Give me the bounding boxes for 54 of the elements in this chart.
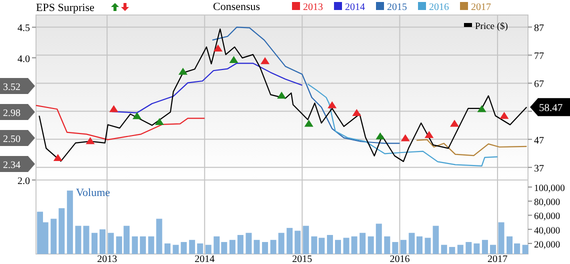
y2-tick-label: 67: [534, 79, 544, 90]
y-tick-label: 40,000: [534, 226, 560, 236]
point: [86, 137, 95, 144]
y-tick-label: 80,000: [534, 198, 560, 208]
x-tick-label: 2013: [97, 254, 118, 264]
text: 2.98: [3, 108, 20, 119]
text: 2.50: [3, 134, 20, 145]
y-tick-label: 2.0: [18, 176, 30, 187]
line-series: [307, 84, 498, 166]
legend-label: 2013: [303, 2, 323, 13]
point: [400, 134, 410, 142]
y-tick-label: 4.5: [18, 23, 30, 34]
point: [229, 56, 238, 64]
legend-label: Price ($): [475, 22, 508, 32]
legend-label: 2016: [429, 2, 449, 13]
point: [109, 105, 118, 112]
x-tick-label: 2016: [390, 254, 410, 264]
point: [500, 112, 509, 119]
x-tick-label: 2014: [194, 254, 215, 264]
point: [424, 130, 434, 138]
point: [304, 120, 314, 127]
line-series: [212, 26, 400, 144]
text: 3.52: [3, 82, 20, 93]
y2-tick-label: 37: [534, 163, 544, 174]
line-series: [416, 139, 528, 156]
point: [277, 92, 286, 99]
legend-label: 2014: [345, 2, 365, 13]
legend-label: 2017: [471, 2, 491, 13]
y-tick-label: 4.0: [18, 54, 30, 65]
text: 2.34: [3, 160, 20, 171]
legend-label: 2015: [387, 2, 407, 13]
y-tick-label: 20,000: [534, 240, 560, 250]
y-tick-label: 100,000: [534, 184, 566, 194]
point: [477, 105, 486, 112]
point: [178, 68, 188, 75]
point: [213, 44, 222, 52]
data-label: 58.47: [539, 103, 563, 114]
y-axis-title: Volume: [76, 187, 110, 199]
point: [53, 154, 62, 161]
point: [450, 120, 460, 127]
point: [376, 132, 385, 140]
point: [352, 109, 362, 116]
point: [260, 57, 270, 64]
y-tick-label: 60,000: [534, 212, 560, 222]
y2-tick-label: 47: [534, 135, 544, 146]
legend-title: Consensus: [213, 1, 260, 13]
point: [154, 118, 164, 126]
point: [132, 112, 142, 120]
text: EPS Surprise: [36, 2, 94, 14]
x-tick-label: 2017: [488, 254, 508, 264]
x-tick-label: 2015: [292, 254, 312, 264]
y2-tick-label: 87: [534, 23, 544, 34]
point: [328, 101, 337, 108]
y2-tick-label: 77: [534, 51, 544, 62]
